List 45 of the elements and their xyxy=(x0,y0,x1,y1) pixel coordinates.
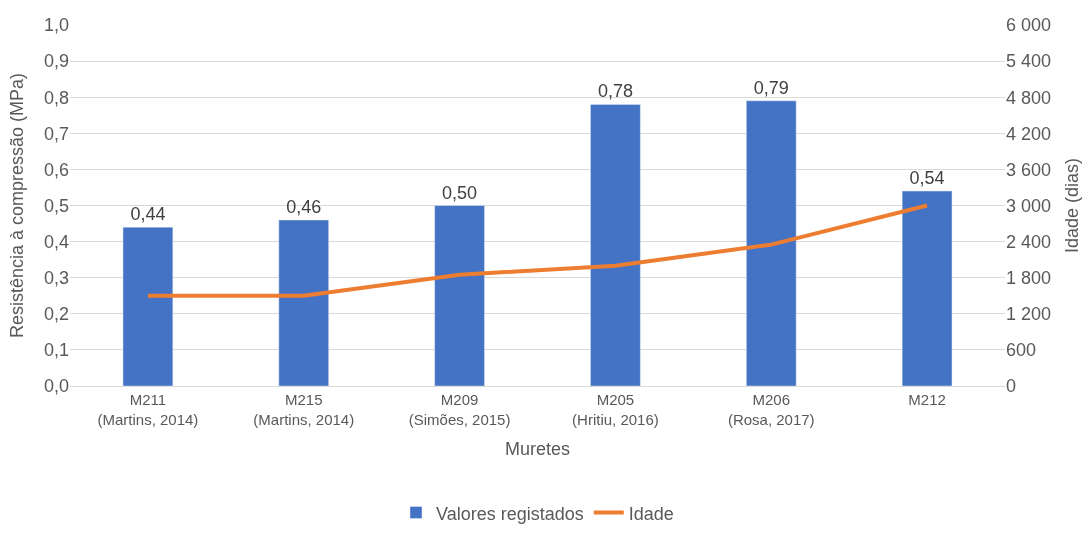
y2-tick-label: 4 800 xyxy=(1006,87,1052,108)
y2-tick-label: 3 600 xyxy=(1006,159,1052,180)
y-tick-label: 0,7 xyxy=(43,123,69,144)
y-tick-label: 0,4 xyxy=(43,231,69,252)
x-tick-label: M209 (Simões, 2015) xyxy=(408,391,511,428)
y-tick-label: 0,8 xyxy=(43,87,69,108)
bar xyxy=(590,104,641,386)
y-tick-label: 0,3 xyxy=(43,268,69,288)
x-tick-label: M215 (Martins, 2014) xyxy=(253,391,355,428)
data-label: 0,44 xyxy=(130,204,166,225)
y2-tick-label: 3 000 xyxy=(1006,195,1052,216)
y-tick-label: 0,1 xyxy=(43,340,69,361)
data-label: 0,78 xyxy=(597,81,633,102)
y2-tick-label: 6 000 xyxy=(1006,15,1052,36)
y-tick-label: 0,5 xyxy=(43,195,69,216)
bar xyxy=(278,219,329,386)
x-tick-label: M211 (Martins, 2014) xyxy=(97,391,199,428)
x-tick-label: M206 (Rosa, 2017) xyxy=(727,391,815,428)
bar xyxy=(122,226,174,386)
data-label: 0,79 xyxy=(753,77,789,98)
legend-label: Idade xyxy=(628,503,674,524)
y-tick-label: 0,6 xyxy=(43,159,69,180)
data-label: 0,46 xyxy=(286,196,322,217)
data-label: 0,50 xyxy=(442,182,478,203)
y-tick-label: 1,0 xyxy=(43,15,69,36)
y2-axis-title: Idade (dias) xyxy=(1062,157,1083,254)
y2-tick-label: 5 400 xyxy=(1006,51,1052,72)
y-axis-title: Resistência à compressão (MPa) xyxy=(7,72,28,339)
y2-tick-label: 1 200 xyxy=(1006,304,1052,325)
bar xyxy=(434,205,485,386)
y-tick-label: 0,9 xyxy=(43,51,69,72)
bar xyxy=(746,100,797,386)
y2-tick-label: 0 xyxy=(1006,376,1017,397)
x-tick-label: M205 (Hritiu, 2016) xyxy=(572,391,659,428)
y-tick-label: 0,2 xyxy=(43,304,69,325)
y2-tick-label: 4 200 xyxy=(1006,123,1052,144)
y-tick-label: 0,0 xyxy=(43,376,69,397)
y2-tick-label: 1 800 xyxy=(1006,268,1052,288)
legend-label: Valores registados xyxy=(436,503,584,524)
y2-tick-label: 600 xyxy=(1006,340,1037,361)
bar xyxy=(901,190,953,386)
data-label: 0,54 xyxy=(909,168,945,189)
x-axis-title: Muretes xyxy=(504,438,571,459)
y2-tick-label: 2 400 xyxy=(1006,231,1052,252)
x-tick-label: M212 xyxy=(908,391,946,408)
